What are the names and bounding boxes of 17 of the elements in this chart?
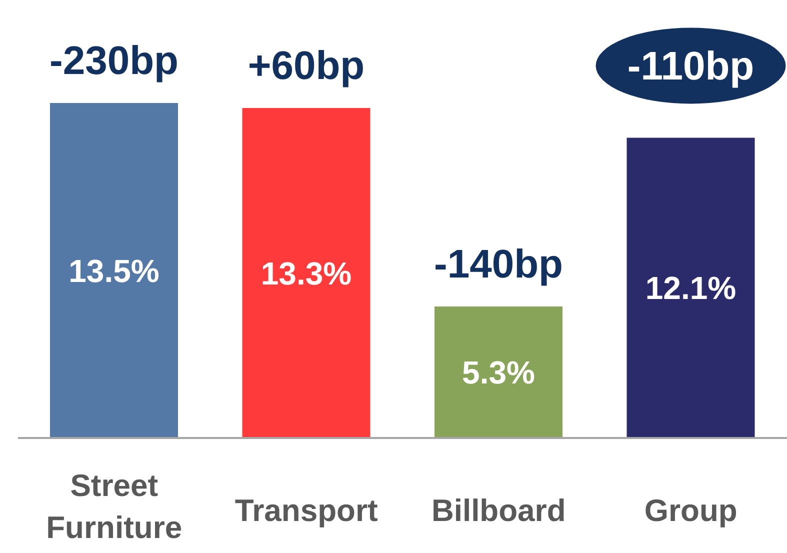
- annotation: -140bp: [434, 242, 563, 286]
- data-label: 13.3%: [260, 255, 352, 292]
- x-tick-label: Group: [644, 493, 738, 528]
- x-tick-label: Billboard: [431, 493, 566, 528]
- annotation: +60bp: [248, 44, 365, 88]
- annotation: -110bp: [627, 44, 754, 89]
- bar: [626, 138, 755, 438]
- data-label: 12.1%: [645, 270, 736, 306]
- x-tick-label: Street Furniture: [46, 468, 182, 545]
- data-label: 5.3%: [462, 354, 535, 391]
- data-label: 13.5%: [68, 252, 160, 289]
- bar: [242, 108, 370, 438]
- oval-badge: -110bp: [596, 28, 786, 104]
- x-tick-label: Transport: [234, 493, 378, 528]
- bar: [434, 306, 562, 438]
- annotation: -230bp: [50, 39, 178, 83]
- bar: [50, 103, 178, 438]
